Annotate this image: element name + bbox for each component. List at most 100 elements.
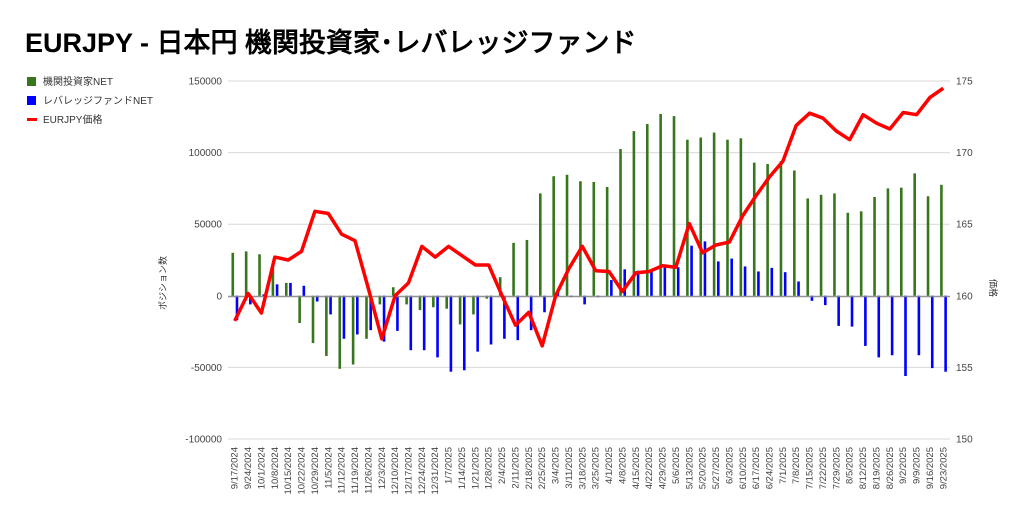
bar-leveraged [636,270,640,296]
bar-leveraged [810,295,814,301]
x-tick-label: 2/4/2025 [497,447,508,484]
bar-leveraged [743,266,747,296]
bar-leveraged [503,295,506,339]
x-tick-label: 7/8/2025 [791,447,802,484]
x-tick-label: 10/1/2024 [256,447,267,489]
bar-leveraged [476,295,479,352]
bar-institutional [311,295,315,344]
bar-institutional [258,254,261,296]
bar-institutional [338,295,342,369]
x-tick-label: 7/1/2025 [778,447,789,484]
bar-leveraged [262,294,266,296]
bar-institutional [512,242,515,296]
left-tick-label: 100000 [189,148,223,159]
right-tick-label: 155 [956,363,973,374]
bar-institutional [351,295,355,365]
bar-leveraged [315,295,319,302]
x-tick-label: 9/9/2025 [912,447,923,484]
bar-leveraged [877,295,881,358]
left-tick-label: -50000 [191,363,223,374]
bar-institutional [552,176,555,296]
bar-leveraged [235,295,239,321]
bar-institutional [472,295,475,315]
bar-institutional [752,162,756,296]
bar-institutional [913,173,916,296]
bar-institutional [445,295,449,309]
legend-swatch-leveraged [27,96,36,105]
left-tick-label: 0 [216,291,222,302]
bar-institutional [418,295,422,311]
x-tick-label: 2/18/2025 [524,447,535,489]
bar-leveraged [770,267,774,296]
bar-leveraged [850,295,854,327]
x-tick-label: 5/20/2025 [698,447,709,489]
x-tick-label: 6/24/2025 [765,447,776,489]
x-tick-label: 8/12/2025 [858,447,869,489]
bar-leveraged [783,272,787,296]
bar-leveraged [917,295,921,356]
x-tick-label: 9/23/2025 [938,447,949,489]
bars [231,113,947,376]
x-tick-label: 4/8/2025 [617,447,628,484]
bar-leveraged [275,284,279,296]
bar-institutional [271,267,275,296]
x-axis-labels: 9/17/2024 9/24/2024 10/1/2024 10/8/2024 10/1… [230,447,950,495]
bar-leveraged [837,295,840,326]
x-tick-label: 10/29/2024 [310,447,321,495]
left-tick-label: -100000 [185,435,222,446]
legend-label-institutional: 機関投資家NET [43,75,113,88]
bar-leveraged [489,295,493,345]
bar-institutional [900,187,903,296]
bar-leveraged [610,280,613,296]
x-tick-label: 1/14/2025 [457,447,468,489]
x-tick-label: 11/26/2024 [363,447,374,494]
bar-leveraged [436,295,439,358]
bar-leveraged [676,267,680,296]
bar-institutional [432,295,435,308]
bar-institutional [325,295,328,356]
x-tick-label: 11/12/2024 [337,447,348,494]
x-tick-label: 9/2/2025 [898,447,909,484]
bar-institutional [672,116,676,296]
bar-leveraged [249,295,252,305]
x-tick-label: 8/19/2025 [871,447,882,489]
x-tick-label: 11/5/2024 [323,447,334,489]
x-tick-label: 8/26/2025 [885,447,896,489]
bar-leveraged [663,267,667,296]
bar-institutional [365,295,368,339]
right-tick-label: 165 [956,220,973,231]
bar-institutional [231,252,235,296]
right-axis-ticks: 175 170 165 160 155 150 [956,77,973,446]
bar-institutional [859,211,863,296]
left-axis-title: ポジション数 [157,256,168,310]
x-tick-label: 12/3/2024 [377,447,388,489]
x-tick-label: 9/24/2024 [243,447,254,489]
bar-leveraged [302,285,306,296]
bar-leveraged [890,295,894,356]
chart-title: EURJPY - 日本円 機関投資家･レバレッジファンド [25,27,637,58]
bar-leveraged [529,295,533,331]
x-tick-label: 1/7/2025 [444,447,455,484]
legend: 機関投資家NET レバレッジファンドNET EURJPY価格 [27,75,153,126]
x-tick-label: 1/28/2025 [484,447,495,489]
bar-institutional [244,251,248,296]
bar-leveraged [690,245,693,296]
legend-label-price: EURJPY価格 [43,113,102,126]
bar-institutional [298,295,301,324]
right-axis-title: 価格 [988,279,999,297]
x-tick-label: 3/4/2025 [551,447,562,484]
bar-institutional [378,295,382,305]
legend-label-leveraged: レバレッジファンドNET [43,95,153,107]
bar-institutional [940,184,943,296]
bar-leveraged [462,295,466,371]
bar-institutional [458,295,462,325]
bar-leveraged [382,295,386,342]
bar-institutional [846,212,850,296]
right-tick-label: 170 [956,148,973,159]
bar-leveraged [703,241,707,296]
x-tick-label: 3/11/2025 [564,447,575,489]
bar-institutional [284,282,288,296]
x-tick-label: 10/8/2024 [270,447,281,489]
bar-leveraged [329,295,332,315]
